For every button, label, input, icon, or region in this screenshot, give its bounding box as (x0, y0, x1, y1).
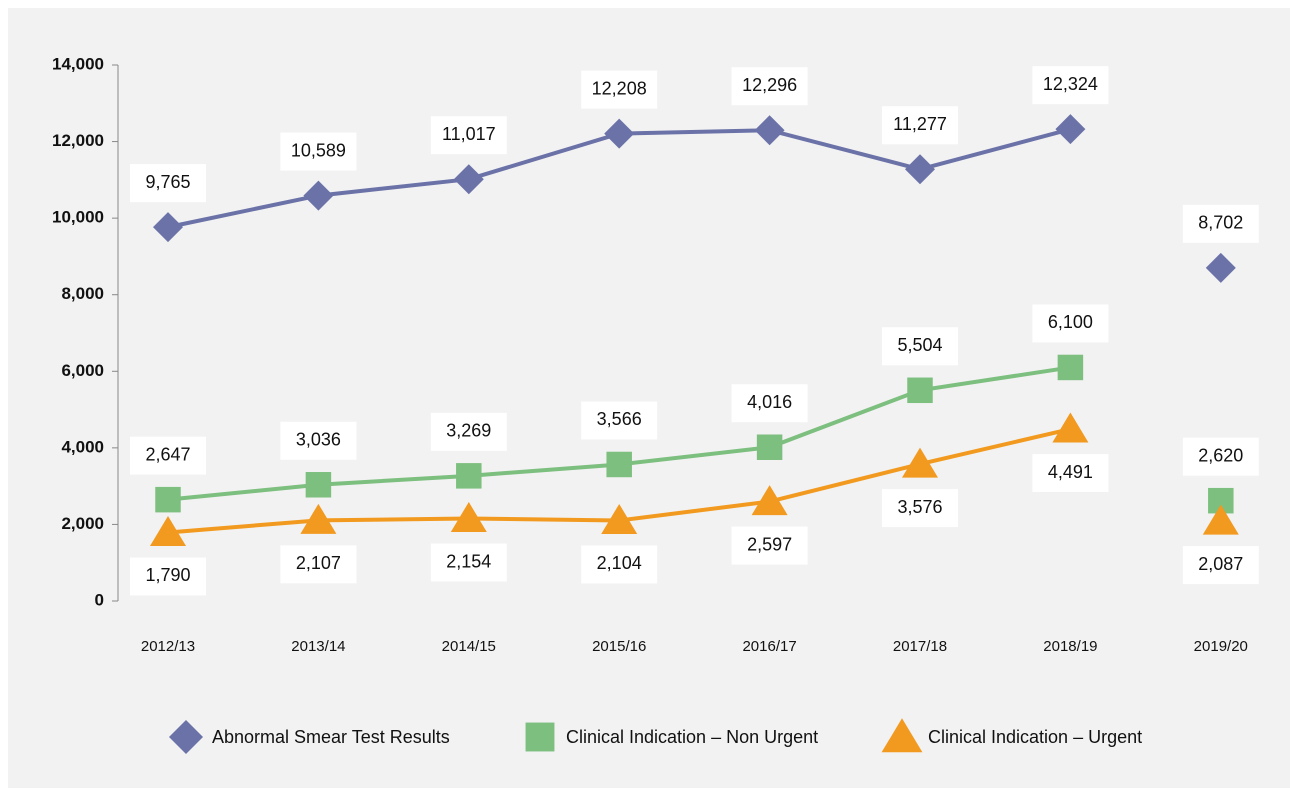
marker (456, 463, 482, 489)
value-label: 6,100 (1048, 312, 1093, 332)
marker (902, 447, 938, 478)
value-label-box (1182, 437, 1259, 476)
value-label-box (430, 412, 507, 451)
marker (1205, 252, 1236, 283)
value-label: 4,016 (747, 392, 792, 412)
value-label: 2,104 (597, 553, 642, 573)
x-tick-label: 2016/17 (742, 638, 796, 655)
value-label-box (1182, 204, 1259, 243)
value-label-box (581, 401, 658, 440)
value-label-box (280, 545, 357, 584)
marker (153, 212, 183, 243)
value-label: 2,597 (747, 534, 792, 554)
y-tick-label: 4,000 (61, 437, 104, 456)
y-tick-label: 2,000 (61, 514, 104, 533)
value-label: 2,620 (1198, 445, 1243, 465)
marker (150, 515, 186, 546)
value-label: 3,036 (296, 430, 341, 450)
value-label-box (1032, 304, 1109, 343)
marker (303, 180, 334, 211)
value-label-box (1032, 66, 1109, 105)
legend-label: Abnormal Smear Test Results (212, 727, 450, 747)
x-tick-label: 2015/16 (592, 638, 646, 655)
marker (1052, 412, 1089, 443)
value-label-box (430, 116, 507, 155)
y-tick-label: 10,000 (52, 208, 104, 227)
value-label: 3,269 (446, 421, 491, 441)
value-label-box (731, 384, 808, 423)
marker (601, 503, 638, 534)
value-label-box (430, 543, 507, 582)
y-tick-label: 0 (95, 590, 104, 609)
marker (300, 503, 337, 534)
value-label-box (581, 70, 658, 109)
marker (606, 451, 632, 478)
marker (525, 722, 555, 752)
marker (756, 434, 783, 460)
marker (155, 486, 181, 513)
marker (305, 472, 332, 498)
value-label-box (882, 327, 958, 366)
value-label: 1,790 (145, 565, 190, 585)
marker (1202, 504, 1239, 535)
value-label: 9,765 (145, 172, 190, 192)
value-label-box (130, 557, 206, 596)
value-label-box (280, 421, 357, 460)
x-tick-label: 2019/20 (1194, 638, 1248, 655)
value-label-box (882, 106, 958, 145)
marker (881, 718, 923, 753)
value-label-box (581, 545, 658, 584)
value-label: 11,277 (893, 114, 947, 134)
legend-label: Clinical Indication – Urgent (928, 727, 1142, 747)
x-tick-label: 2014/15 (442, 638, 496, 655)
value-label-box (1182, 546, 1259, 585)
value-label: 2,647 (145, 444, 190, 464)
x-tick-label: 2012/13 (141, 638, 195, 655)
value-label-box (130, 436, 206, 475)
marker (453, 164, 484, 195)
marker (169, 720, 203, 754)
marker (1057, 354, 1084, 381)
value-label: 8,702 (1198, 213, 1243, 233)
marker (450, 502, 487, 533)
value-label: 2,107 (296, 553, 341, 573)
chart-background (8, 8, 1290, 788)
value-label-box (731, 526, 808, 565)
value-label: 11,017 (442, 124, 496, 144)
legend-label: Clinical Indication – Non Urgent (566, 727, 818, 747)
value-label: 4,491 (1048, 462, 1093, 482)
value-label: 3,576 (897, 497, 942, 517)
value-label: 3,566 (597, 409, 642, 429)
marker (604, 118, 635, 149)
x-tick-label: 2017/18 (893, 638, 947, 655)
y-tick-label: 8,000 (61, 284, 104, 303)
value-label-box (130, 164, 206, 203)
x-tick-label: 2018/19 (1043, 638, 1097, 655)
value-label: 2,087 (1198, 554, 1243, 574)
marker (754, 115, 785, 146)
value-label: 5,504 (897, 335, 942, 355)
marker (905, 154, 935, 185)
value-label-box (280, 132, 357, 171)
value-label: 12,324 (1043, 74, 1098, 94)
value-label: 12,208 (592, 78, 647, 98)
value-label-box (731, 67, 808, 106)
marker (751, 485, 788, 516)
value-label: 10,589 (291, 140, 346, 160)
x-tick-label: 2013/14 (291, 638, 345, 655)
y-tick-label: 12,000 (52, 131, 104, 150)
value-label: 12,296 (742, 75, 797, 95)
value-label-box (882, 489, 958, 528)
value-label: 2,154 (446, 551, 491, 571)
marker (1055, 114, 1086, 145)
marker (907, 377, 933, 404)
y-tick-label: 14,000 (52, 54, 104, 73)
value-label-box (1032, 454, 1109, 493)
y-tick-label: 6,000 (61, 361, 104, 380)
